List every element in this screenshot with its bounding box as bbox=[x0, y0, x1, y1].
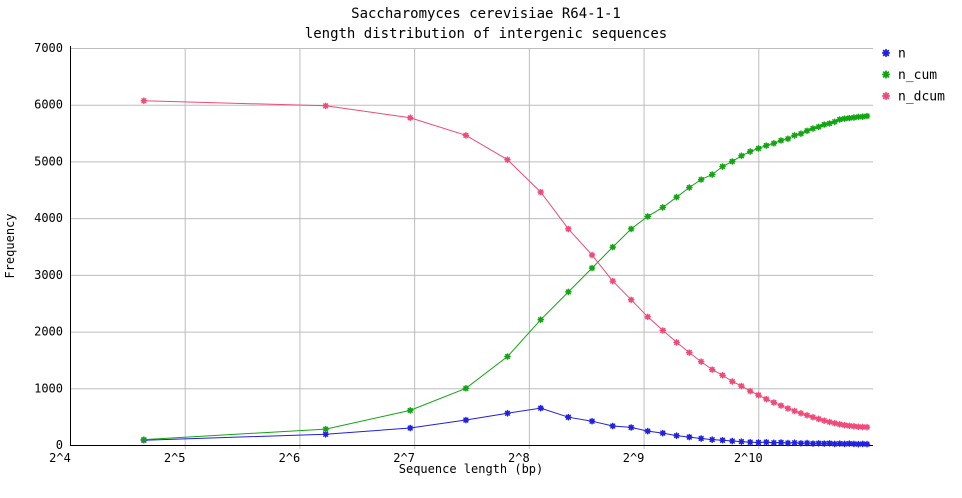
y-axis-label: Frequency bbox=[3, 213, 17, 278]
gridlines bbox=[70, 48, 873, 449]
tick-labels: 0 1000 2000 3000 4000 5000 6000 7000 2^4 2^5 2^6 2^… bbox=[34, 41, 763, 465]
y-tick-label: 2000 bbox=[34, 325, 63, 339]
x-tick-label: 2^9 bbox=[623, 451, 645, 465]
legend-marker-n_dcum bbox=[881, 91, 891, 101]
legend-label-n_cum: n_cum bbox=[898, 68, 937, 83]
legend-marker-n bbox=[881, 48, 891, 58]
y-tick-label: 1000 bbox=[34, 381, 63, 395]
x-tick-label: 2^6 bbox=[279, 451, 301, 465]
y-tick-label: 7000 bbox=[34, 41, 63, 55]
x-tick-label: 2^10 bbox=[734, 451, 763, 465]
legend-label-n_dcum: n_dcum bbox=[898, 90, 945, 105]
labels: Saccharomyces cerevisiae R64-1-1 length d… bbox=[3, 6, 667, 476]
series-n_cum bbox=[140, 112, 871, 443]
y-tick-label: 0 bbox=[56, 438, 63, 452]
chart-title: Saccharomyces cerevisiae R64-1-1 bbox=[351, 6, 621, 22]
series-n_dcum-points bbox=[140, 97, 871, 431]
y-tick-label: 6000 bbox=[34, 98, 63, 112]
x-tick-label: 2^7 bbox=[393, 451, 415, 465]
series-n_dcum bbox=[140, 97, 871, 431]
y-tick-label: 3000 bbox=[34, 268, 63, 282]
x-tick-label: 2^4 bbox=[49, 451, 71, 465]
legend-label-n: n bbox=[898, 47, 906, 62]
legend-marker-n_cum bbox=[881, 70, 891, 79]
y-tick-label: 4000 bbox=[34, 211, 63, 225]
x-tick-label: 2^8 bbox=[508, 451, 530, 465]
x-tick-label: 2^5 bbox=[164, 451, 186, 465]
legend: n n_cum n_dcum bbox=[881, 47, 945, 105]
y-tick-label: 5000 bbox=[34, 154, 63, 168]
chart-subtitle: length distribution of intergenic sequen… bbox=[305, 26, 667, 42]
x-axis-label: Sequence length (bp) bbox=[399, 462, 544, 476]
series-n_cum-points bbox=[140, 112, 871, 443]
axes bbox=[70, 46, 873, 446]
